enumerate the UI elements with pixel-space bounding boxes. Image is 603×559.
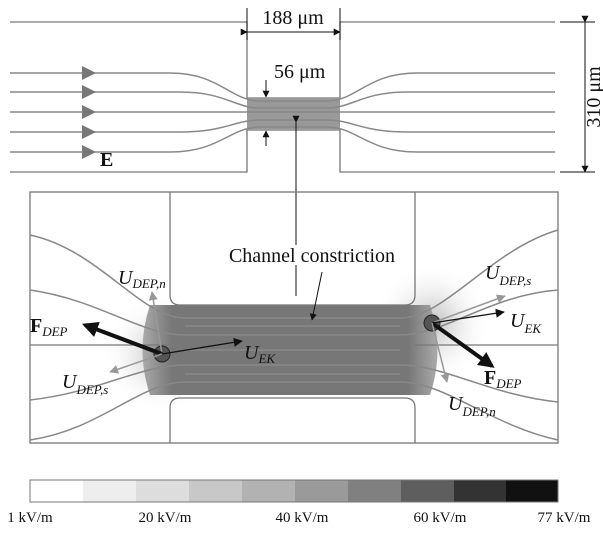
- width-label: 188 μm: [262, 7, 324, 29]
- colorbar-label: 20 kV/m: [139, 510, 192, 526]
- right-u-dep-s: UDEP,s⃗: [485, 262, 541, 288]
- detail-panel: Channel constriction Channel constrictio…: [30, 192, 558, 443]
- right-f-dep: FDEP: [484, 367, 522, 391]
- colorbar-label: 60 kV/m: [414, 510, 467, 526]
- constriction-label: Channel constriction: [229, 245, 395, 267]
- constriction-fill: [247, 98, 340, 130]
- right-u-ek: UEK: [510, 310, 542, 336]
- left-u-dep-n: UDEP,n⃗: [118, 267, 176, 291]
- colorbar-label: 1 kV/m: [7, 510, 53, 526]
- colorbar-label: 77 kV/m: [538, 510, 591, 526]
- flow-arrows: [82, 66, 96, 159]
- colorbar: 1 kV/m 20 kV/m 40 kV/m 60 kV/m 77 kV/m: [7, 480, 591, 526]
- right-u-dep-n: UDEP,n⃗: [448, 393, 506, 419]
- constriction-height-label: 56 μm: [274, 61, 326, 83]
- colorbar-label: 40 kV/m: [276, 510, 329, 526]
- height-label: 310 μm: [583, 66, 603, 128]
- diagram: E 188 μm 56 μm 310 μm Channel constricti…: [0, 0, 603, 554]
- field-label: E: [100, 149, 113, 171]
- left-f-dep: FDEP: [30, 315, 68, 339]
- channel-wall: [10, 22, 555, 172]
